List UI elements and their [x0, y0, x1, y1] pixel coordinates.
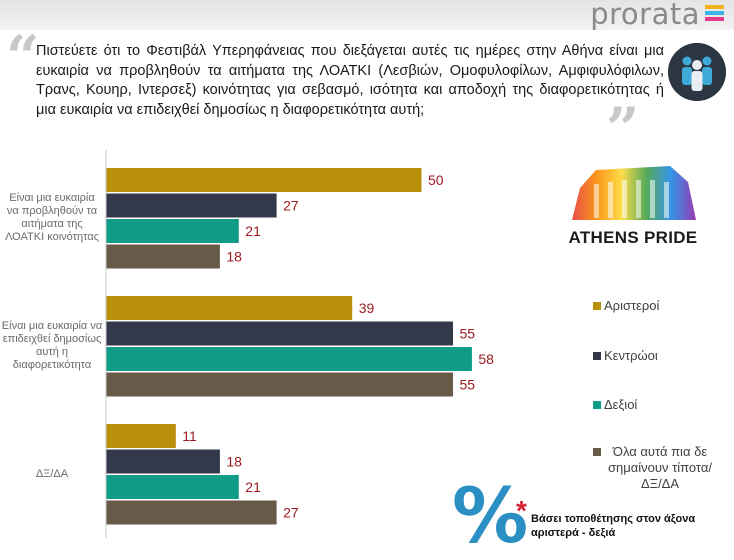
bar-value-label: 27 [283, 505, 299, 521]
legend-label: Αριστεροί [604, 298, 660, 313]
bar-value-label: 55 [460, 377, 476, 393]
bar [106, 244, 220, 269]
brand-mark-stripe [705, 17, 724, 21]
brand-mark-stripe [705, 5, 724, 9]
bar-value-label: 21 [245, 479, 261, 495]
athens-pride-logo [572, 166, 696, 220]
category-label: ΔΞ/ΔΑ [35, 467, 69, 480]
bar [106, 321, 453, 346]
bar-value-label: 39 [359, 300, 375, 316]
category-label: Είναι μια ευκαιρία να επιδειχθεί δημοσίω… [1, 320, 103, 371]
bar [106, 424, 176, 448]
survey-question: Πιστεύετε ότι το Φεστιβάλ Υπερηφάνειας π… [36, 43, 664, 118]
bar-value-label: 21 [245, 223, 261, 239]
asterisk-mark: * [516, 495, 527, 526]
athens-pride-text: ATHENS PRIDE [568, 228, 698, 247]
legend-swatch [593, 401, 601, 409]
bar-value-label: 11 [182, 428, 197, 444]
open-quote-icon: “ [6, 23, 40, 91]
bar [106, 500, 277, 525]
bar-value-label: 58 [478, 351, 494, 367]
legend-label: Δεξιοί [604, 397, 638, 412]
category-label: Είναι μια ευκαιρία να προβληθούν τα αιτή… [5, 192, 99, 243]
bar-value-label: 27 [283, 198, 299, 214]
bar-value-label: 50 [428, 172, 444, 188]
bar [106, 475, 239, 499]
bar [106, 347, 472, 371]
close-quote-icon: ” [606, 95, 640, 163]
bar [106, 372, 453, 397]
bar-value-label: 55 [460, 326, 476, 342]
bar-value-label: 18 [226, 249, 242, 265]
bar [106, 449, 220, 474]
bar-value-label: 18 [226, 454, 242, 470]
legend-swatch [593, 352, 601, 360]
bar [106, 193, 277, 218]
legend-label: Κεντρώοι [604, 348, 658, 363]
bar [106, 168, 422, 192]
brand-mark-icon [705, 5, 724, 25]
brand-name: prorata [590, 0, 700, 31]
legend-swatch [593, 302, 601, 310]
brand-mark-stripe [705, 11, 724, 15]
basis-note: Βάσει τοποθέτησης στον άξονα αριστερά - … [531, 513, 696, 539]
legend-swatch [593, 448, 601, 456]
bar [106, 296, 353, 320]
top-bar: prorata [0, 0, 734, 31]
people-group-icon [668, 43, 726, 101]
bar [106, 219, 239, 243]
legend-label: Όλα αυτά πια δε σημαίνουν τίποτα/ΔΞ/ΔΑ [607, 444, 713, 491]
percent-icon: % [452, 471, 529, 560]
